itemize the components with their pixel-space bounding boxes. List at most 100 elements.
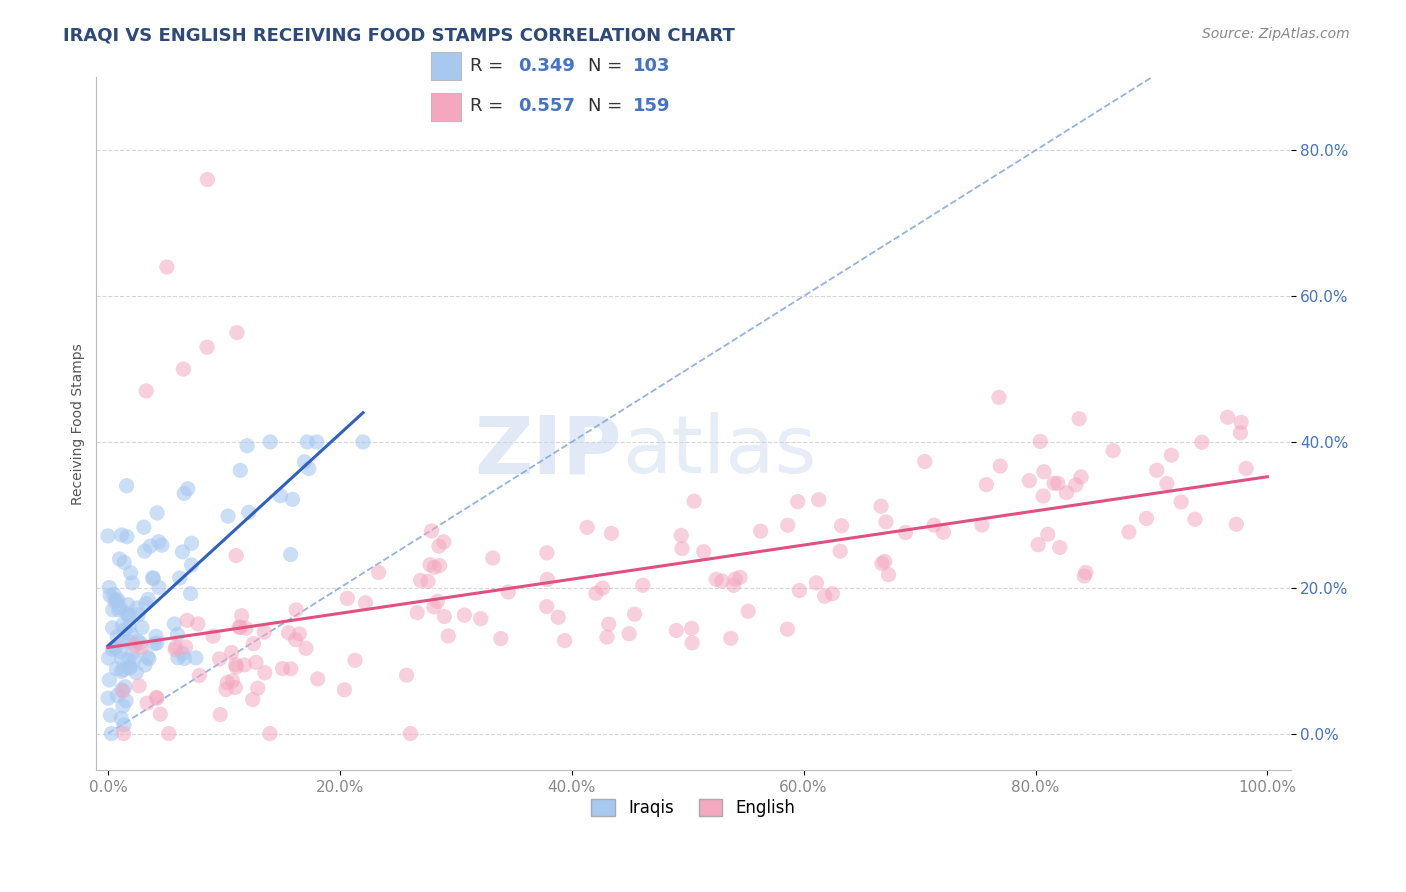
Point [145,690,167,705]
Point [914,454,936,468]
Y-axis label: Receiving Food Stamps: Receiving Food Stamps [72,343,86,505]
Point [683,494,706,508]
Point [280,548,302,562]
Point [134,657,156,672]
Point [831,518,853,533]
Point [134,544,156,558]
Point [173,651,195,665]
Point [870,500,893,514]
Point [922,518,945,533]
Point [1170,495,1192,509]
Point [101,642,124,657]
Point [156,260,179,274]
Point [242,692,264,706]
Point [280,662,302,676]
Point [1036,527,1059,541]
Point [118,619,141,633]
Point [354,596,377,610]
Point [271,662,294,676]
Point [229,620,252,634]
Point [976,477,998,491]
Point [111,652,134,666]
Point [142,571,165,585]
Point [143,637,166,651]
Point [167,650,190,665]
Point [142,572,165,586]
Point [118,608,141,623]
Point [114,680,136,694]
Point [112,726,135,740]
Point [127,600,149,615]
Point [724,572,747,586]
Point [665,624,688,638]
Point [100,726,122,740]
Point [235,621,257,635]
Point [184,651,207,665]
Point [1225,517,1247,532]
Point [1049,541,1071,555]
Point [406,606,429,620]
Point [112,623,135,637]
Point [554,633,576,648]
Point [987,390,1010,404]
Point [180,536,202,550]
Text: N =: N = [588,57,628,75]
Point [307,672,329,686]
Point [225,549,247,563]
Point [115,694,138,708]
Point [174,640,197,654]
Point [288,627,311,641]
Point [149,707,172,722]
Point [108,552,131,566]
Point [173,486,195,500]
Point [806,575,828,590]
Point [145,629,167,643]
Point [104,594,127,608]
Point [284,632,307,647]
Point [253,625,276,640]
Point [105,662,128,676]
Point [576,520,599,534]
Point [585,586,607,600]
Point [150,538,173,552]
Point [187,616,209,631]
Point [1184,512,1206,526]
Point [98,581,121,595]
Point [209,707,232,722]
Point [1018,474,1040,488]
Point [429,558,451,573]
FancyBboxPatch shape [430,53,461,80]
Point [122,653,145,667]
Point [333,682,356,697]
Point [228,620,250,634]
Point [148,534,170,549]
Point [821,587,844,601]
Point [117,608,139,623]
Text: 0.349: 0.349 [519,57,575,75]
Point [1069,411,1091,425]
Point [259,434,281,449]
Point [426,594,449,608]
Point [737,604,759,618]
Point [1146,463,1168,477]
Point [277,625,299,640]
Text: ZIP: ZIP [475,412,621,491]
Point [117,598,139,612]
Point [1032,489,1054,503]
Point [617,626,640,640]
Point [135,597,157,611]
Point [100,708,122,723]
Text: Source: ZipAtlas.com: Source: ZipAtlas.com [1202,27,1350,41]
Point [172,647,194,661]
Point [1064,478,1087,492]
Point [1118,524,1140,539]
Point [127,634,149,648]
Point [124,638,146,652]
Point [129,636,152,650]
Point [253,665,276,680]
Point [115,530,138,544]
Point [225,657,247,672]
Point [423,560,446,574]
Point [1046,476,1069,491]
Point [110,528,132,542]
